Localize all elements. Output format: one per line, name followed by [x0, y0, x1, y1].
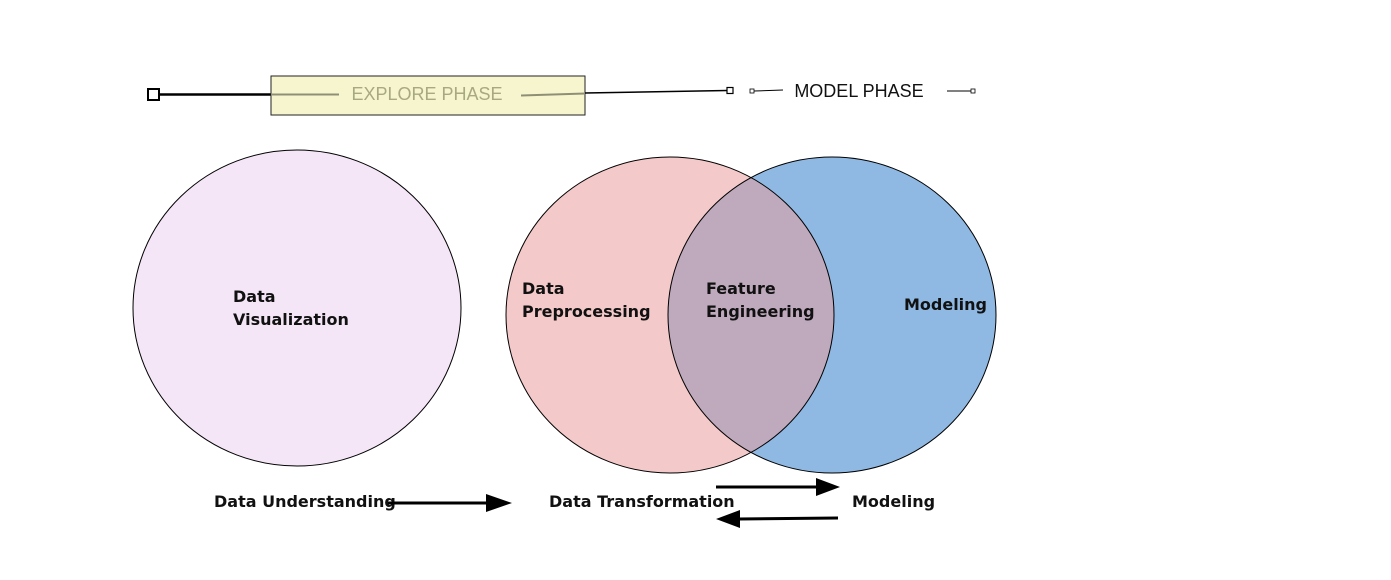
- timeline-mid-marker: [726, 86, 734, 95]
- data-preprocessing-label: Data Preprocessing: [522, 279, 651, 321]
- phase-timeline: EXPLORE PHASE MODEL PHASE: [147, 75, 976, 116]
- feature-engineering-overlap: [668, 157, 834, 473]
- explore-inner-line-right: [520, 92, 586, 97]
- model-phase-label: MODEL PHASE: [794, 81, 923, 101]
- stage-data-transformation: Data Transformation: [549, 492, 735, 511]
- data-visualization-circle: [132, 149, 462, 467]
- data-visualization-label: Data Visualization: [233, 287, 349, 329]
- modeling-circle-outline: [667, 156, 997, 474]
- model-line-right-marker: [970, 88, 976, 94]
- model-line-left-marker: [749, 88, 755, 94]
- arrow-modeling-to-transformation: [716, 510, 839, 528]
- stage-data-understanding: Data Understanding: [214, 492, 396, 511]
- explore-phase-label: EXPLORE PHASE: [351, 84, 502, 104]
- modeling-circle-label: Modeling: [904, 295, 987, 314]
- stage-modeling: Modeling: [852, 492, 935, 511]
- timeline-line-middle: [584, 89, 728, 94]
- timeline-start-marker: [147, 88, 160, 101]
- arrow-transformation-to-modeling: [716, 478, 840, 496]
- arrow-understanding-to-transformation: [388, 494, 512, 512]
- feature-engineering-label: Feature Engineering: [706, 279, 815, 321]
- preprocessing-circle-outline: [505, 156, 835, 474]
- model-line-left: [753, 89, 784, 92]
